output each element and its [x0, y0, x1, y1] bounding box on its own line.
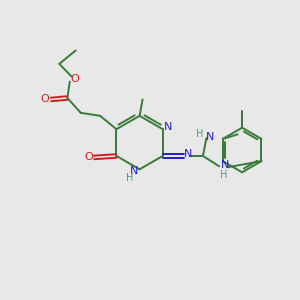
Text: H: H — [196, 129, 204, 139]
Text: H: H — [126, 173, 134, 183]
Text: N: N — [130, 166, 138, 176]
Text: N: N — [220, 160, 229, 170]
Text: O: O — [41, 94, 50, 104]
Text: O: O — [84, 152, 93, 162]
Text: N: N — [184, 149, 192, 160]
Text: N: N — [164, 122, 172, 132]
Text: N: N — [206, 132, 214, 142]
Text: H: H — [220, 170, 227, 180]
Text: O: O — [71, 74, 80, 84]
